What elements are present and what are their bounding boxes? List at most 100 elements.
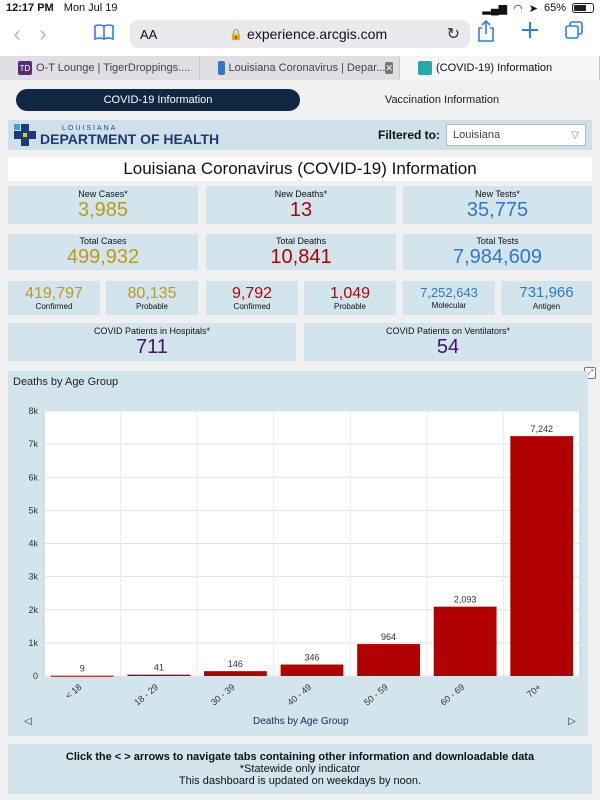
share-icon[interactable] xyxy=(468,19,504,48)
browser-tab-label: (COVID-19) Information xyxy=(436,62,553,74)
tests-antigen-label: Antigen xyxy=(532,301,561,311)
wifi-icon: ◠ xyxy=(513,2,523,15)
new-deaths-value: 13 xyxy=(289,199,313,221)
cases-probable-value: 80,135 xyxy=(127,284,177,302)
browser-tab-label: Louisiana Coronavirus | Depar... xyxy=(228,62,386,74)
text-size-button[interactable]: AA xyxy=(140,26,158,42)
total-tests-value: 7,984,609 xyxy=(453,246,542,268)
dashboard: COVID-19 Information Vaccination Informa… xyxy=(0,80,600,800)
battery-fill xyxy=(574,5,586,11)
chart-next-arrow[interactable]: ▷ xyxy=(568,716,576,727)
deaths-confirmed-value: 9,792 xyxy=(231,284,273,302)
footer-update: This dashboard is updated on weekdays by… xyxy=(178,775,422,787)
total-tests-card: Total Tests 7,984,609 xyxy=(403,234,592,270)
bar xyxy=(433,606,497,676)
x-tick-label: 60 - 69 xyxy=(439,682,467,708)
new-tests-card: New Tests* 35,775 xyxy=(403,186,592,224)
status-date: Mon Jul 19 xyxy=(63,2,118,14)
battery-percent: 65% xyxy=(543,2,566,14)
new-cases-value: 3,985 xyxy=(77,199,129,221)
tigerdroppings-favicon: TD xyxy=(18,61,32,75)
y-tick-label: 7k xyxy=(28,439,38,449)
tests-molecular-card: 7,252,643 Molecular xyxy=(403,281,495,315)
bar-value-label: 964 xyxy=(381,632,396,642)
chevron-left-icon[interactable]: ‹ xyxy=(13,21,21,46)
location-icon: ➤ xyxy=(528,2,538,15)
bar-value-label: 146 xyxy=(228,659,243,669)
cases-confirmed-label: Confirmed xyxy=(35,302,73,312)
ventilators-value: 54 xyxy=(436,336,460,358)
status-time: 12:17 PM xyxy=(6,2,54,14)
lock-icon: 🔒 xyxy=(229,28,244,41)
new-deaths-card: New Deaths* 13 xyxy=(206,186,396,224)
bar-value-label: 41 xyxy=(154,663,164,673)
total-tests-label: Total Tests xyxy=(476,236,519,246)
browser-tab-tigerdroppings[interactable]: TD O-T Lounge | TigerDroppings.... xyxy=(0,56,200,80)
bar-chart-svg: 0 1k 2k 3k 4k 5k 6k 7k 8k 9 < 18 41 18 - 29 146 30 - 3… xyxy=(28,406,581,708)
filter-label: Filtered to: xyxy=(378,128,440,142)
cases-confirmed-value: 419,797 xyxy=(25,284,83,302)
url-text[interactable]: experience.arcgis.com xyxy=(247,26,388,42)
ldh-logo: LOUISIANA DEPARTMENT OF HEALTH xyxy=(14,124,219,146)
total-deaths-value: 10,841 xyxy=(270,246,332,268)
x-tick-label: 70+ xyxy=(525,682,543,699)
bar-value-label: 9 xyxy=(80,664,85,674)
status-bar: 12:17 PM Mon Jul 19 ▂▄▆ ◠ ➤ 65% xyxy=(0,0,600,16)
y-tick-label: 5k xyxy=(28,505,38,515)
cases-confirmed-card: 419,797 Confirmed xyxy=(8,281,100,315)
browser-tab-label: O-T Lounge | TigerDroppings.... xyxy=(36,62,191,74)
deaths-probable-label: Probable xyxy=(333,302,367,312)
tests-antigen-value: 731,966 xyxy=(519,284,574,302)
total-cases-label: Total Cases xyxy=(79,236,127,246)
y-tick-label: 2k xyxy=(28,605,38,615)
chart-title: Deaths by Age Group xyxy=(13,376,119,388)
close-tab-icon[interactable]: ✕ xyxy=(385,62,393,74)
dashboard-header: LOUISIANA DEPARTMENT OF HEALTH Filtered … xyxy=(8,120,592,150)
y-tick-label: 8k xyxy=(28,406,38,416)
reload-icon[interactable]: ↻ xyxy=(446,26,460,43)
x-tick-label: 30 - 39 xyxy=(209,682,237,708)
address-bar[interactable]: AA 🔒 experience.arcgis.com ↻ xyxy=(130,20,470,48)
arcgis-favicon xyxy=(418,61,432,75)
deaths-by-age-chart: Deaths by Age Group 0 1k 2k 3k 4k 5k 6k 7k 8k 9 < … xyxy=(8,371,588,736)
y-tick-label: 3k xyxy=(28,572,38,582)
new-cases-card: New Cases* 3,985 xyxy=(8,186,198,224)
bar xyxy=(127,674,191,676)
cases-probable-label: Probable xyxy=(135,302,169,312)
x-tick-label: 40 - 49 xyxy=(285,682,313,708)
book-icon[interactable] xyxy=(86,23,122,46)
plus-icon[interactable] xyxy=(512,20,548,48)
chart-prev-arrow[interactable]: ◁ xyxy=(24,716,32,727)
ldh-logo-text: LOUISIANA DEPARTMENT OF HEALTH xyxy=(40,125,219,146)
tests-molecular-value: 7,252,643 xyxy=(420,285,478,301)
page-title: Louisiana Coronavirus (COVID-19) Informa… xyxy=(8,157,592,181)
ldh-favicon xyxy=(218,61,225,75)
tabs-icon[interactable] xyxy=(556,20,592,48)
bar xyxy=(357,644,420,676)
browser-tab-ldh[interactable]: Louisiana Coronavirus | Depar... ✕ xyxy=(200,56,400,80)
tests-molecular-label: Molecular xyxy=(431,300,467,310)
new-cases-label: New Cases* xyxy=(78,189,128,199)
tab-covid-information[interactable]: COVID-19 Information xyxy=(16,89,300,111)
tab-vaccination-information[interactable]: Vaccination Information xyxy=(384,94,500,106)
status-right: ▂▄▆ ◠ ➤ 65% xyxy=(482,2,594,15)
region-filter-select[interactable]: Louisiana ▽ xyxy=(446,124,586,146)
browser-tab-strip: TD O-T Lounge | TigerDroppings.... Louis… xyxy=(0,56,600,80)
deaths-confirmed-card: 9,792 Confirmed xyxy=(206,281,298,315)
bar-value-label: 2,093 xyxy=(454,595,477,605)
total-deaths-card: Total Deaths 10,841 xyxy=(206,234,396,270)
total-cases-card: Total Cases 499,932 xyxy=(8,234,198,270)
x-tick-label: < 18 xyxy=(64,682,84,701)
dashboard-footer: Click the < > arrows to navigate tabs co… xyxy=(8,744,592,794)
deaths-confirmed-label: Confirmed xyxy=(233,302,271,312)
signal-icon: ▂▄▆ xyxy=(482,2,508,15)
y-tick-label: 0 xyxy=(33,671,38,681)
y-tick-label: 6k xyxy=(28,472,38,482)
bar xyxy=(204,671,267,676)
browser-tab-covid[interactable]: (COVID-19) Information xyxy=(400,56,600,80)
ldh-logo-icon xyxy=(14,124,36,146)
new-tests-label: New Tests* xyxy=(475,189,520,199)
chevron-right-icon[interactable]: › xyxy=(39,21,47,46)
logo-department: DEPARTMENT OF HEALTH xyxy=(40,130,220,147)
hospitals-label: COVID Patients in Hospitals* xyxy=(93,326,211,336)
